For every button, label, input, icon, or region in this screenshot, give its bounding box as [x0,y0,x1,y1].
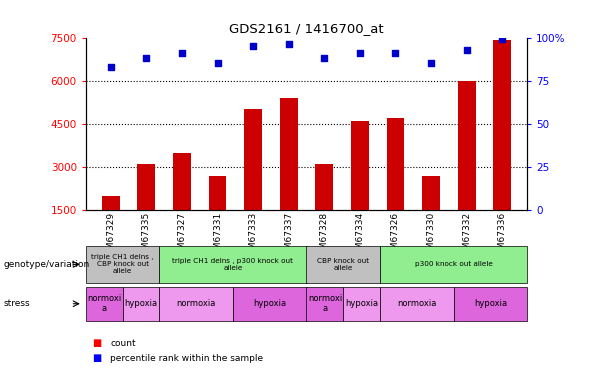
Bar [422,176,440,210]
Point [497,36,507,42]
Text: normoxi
a: normoxi a [87,294,121,314]
Bar [343,287,380,321]
Text: triple CH1 delns ,
CBP knock out
allele: triple CH1 delns , CBP knock out allele [91,254,154,274]
Point [248,43,258,49]
Bar [159,287,233,321]
Point [213,60,223,66]
Bar [123,287,159,321]
Text: hypoxia: hypoxia [474,299,507,308]
Text: hypoxia: hypoxia [345,299,378,308]
Point [390,50,400,56]
Bar [454,287,527,321]
Text: normoxia: normoxia [177,299,216,308]
Bar [493,40,511,210]
Bar [380,246,527,283]
Title: GDS2161 / 1416700_at: GDS2161 / 1416700_at [229,22,384,35]
Bar [380,287,454,321]
Text: hypoxia: hypoxia [124,299,158,308]
Bar [137,164,155,210]
Text: ■: ■ [92,353,101,363]
Point [284,41,294,47]
Bar [316,164,333,210]
Bar [351,121,369,210]
Bar [159,246,306,283]
Point [462,46,471,53]
Bar [173,153,191,210]
Text: triple CH1 delns , p300 knock out
allele: triple CH1 delns , p300 knock out allele [172,258,294,271]
Point [106,64,116,70]
Point [177,50,187,56]
Text: normoxi
a: normoxi a [308,294,342,314]
Point [142,55,151,61]
Bar [306,287,343,321]
Bar [458,81,476,210]
Bar [86,287,123,321]
Text: count: count [110,339,136,348]
Bar [387,118,405,210]
Text: stress: stress [3,299,29,308]
Bar [306,246,380,283]
Text: p300 knock out allele: p300 knock out allele [414,261,493,267]
Text: percentile rank within the sample: percentile rank within the sample [110,354,264,363]
Bar [233,287,306,321]
Text: ■: ■ [92,338,101,348]
Point [426,60,436,66]
Bar [86,246,159,283]
Text: genotype/variation: genotype/variation [3,260,89,269]
Bar [102,196,120,210]
Text: hypoxia: hypoxia [253,299,286,308]
Bar [208,176,226,210]
Bar [280,98,297,210]
Text: normoxia: normoxia [397,299,436,308]
Bar [244,110,262,210]
Point [355,50,365,56]
Point [319,55,329,61]
Text: CBP knock out
allele: CBP knock out allele [317,258,370,271]
